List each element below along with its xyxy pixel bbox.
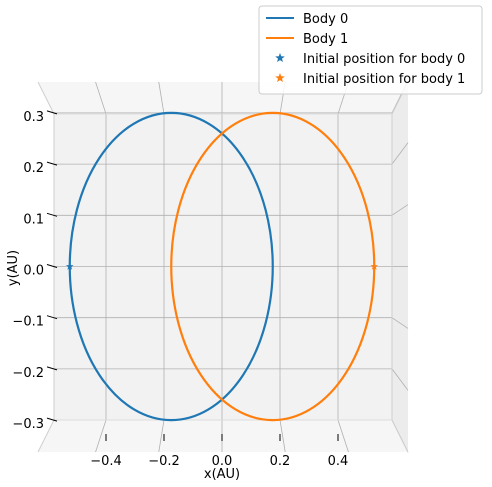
- legend-box: [258, 5, 483, 95]
- x-grid-bottom: [337, 419, 349, 453]
- y-tick-label: −0.1: [12, 315, 44, 330]
- legend-star-swatch: [275, 73, 285, 83]
- y-axis-label: y(AU): [6, 250, 21, 286]
- initial-position-marker: [370, 262, 379, 270]
- y-tick-label: 0.0: [23, 264, 44, 279]
- y-tick-label: 0.1: [23, 212, 44, 227]
- y-tick-label: 0.3: [23, 110, 44, 125]
- x-axis-label: x(AU): [204, 467, 240, 482]
- y-tick-label: −0.3: [12, 417, 44, 432]
- y-tick: [46, 110, 58, 115]
- y-tick-label: 0.2: [23, 161, 44, 176]
- y-tick: [46, 366, 58, 371]
- bottom-pane: [38, 420, 408, 452]
- y-tick: [46, 161, 58, 166]
- legend-label: Initial position for body 1: [303, 72, 465, 87]
- x-grid-bottom: [279, 419, 286, 453]
- y-grid-right: [391, 204, 409, 216]
- back-pane: [54, 114, 392, 420]
- legend-label: Initial position for body 0: [303, 52, 465, 67]
- initial-position-marker: [65, 262, 74, 270]
- x-grid-top: [95, 81, 107, 115]
- legend-star-swatch: [275, 53, 285, 63]
- x-tick-label: −0.4: [90, 454, 122, 469]
- right-pane: [392, 82, 408, 452]
- legend-label: Body 1: [303, 32, 348, 47]
- x-tick-label: 0.2: [270, 454, 291, 469]
- y-tick: [46, 417, 58, 422]
- x-tick-label: 0.4: [328, 454, 349, 469]
- y-tick: [46, 212, 58, 217]
- ticks: −0.4 −0.2 0.0 0.2 0.4 0.3 0.2 0.1 0.0 −0.1 −0.2 −0.…: [12, 110, 348, 469]
- y-tick: [46, 264, 58, 268]
- x-tick-label: −0.2: [148, 454, 180, 469]
- y-grid-right: [391, 368, 409, 391]
- y-tick-label: −0.2: [12, 366, 44, 381]
- markers: [65, 262, 379, 270]
- x-grid-bottom: [158, 419, 165, 453]
- x-grid-top: [158, 81, 165, 115]
- x-tick-label: 0.0: [212, 454, 233, 469]
- y-grid-right: [391, 142, 409, 165]
- right-pane-edge: [391, 81, 409, 453]
- y-grid-right: [391, 317, 409, 329]
- x-grid-bottom: [95, 419, 107, 453]
- y-tick: [46, 315, 58, 320]
- legend-label: Body 0: [303, 12, 348, 27]
- legend: Body 0 Body 1 Initial position for body 0 I…: [258, 5, 483, 95]
